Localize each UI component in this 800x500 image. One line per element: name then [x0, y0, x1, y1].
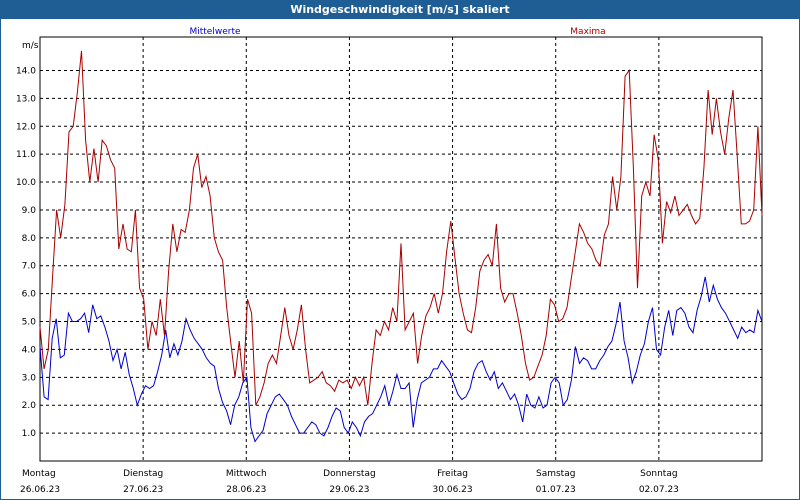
y-tick-label: 9.0	[22, 206, 37, 216]
x-date-label: 02.07.23	[639, 485, 679, 495]
x-day-label: Mittwoch	[226, 469, 267, 479]
x-day-label: Donnerstag	[323, 469, 376, 479]
legend-mittelwerte: Mittelwerte	[189, 27, 240, 37]
x-day-label: Sonntag	[640, 469, 677, 479]
legend-maxima: Maxima	[570, 27, 605, 37]
x-date-label: 01.07.23	[536, 485, 576, 495]
y-tick-label: 5.0	[22, 318, 37, 328]
y-tick-label: 2.0	[22, 401, 37, 411]
x-date-label: 28.06.23	[226, 485, 266, 495]
y-tick-label: 1.0	[22, 429, 37, 439]
grid	[40, 37, 762, 461]
x-day-label: Montag	[22, 469, 56, 479]
series-group	[39, 50, 763, 443]
x-day-label: Samstag	[536, 469, 575, 479]
x-date-label: 29.06.23	[329, 485, 369, 495]
y-axis-unit-label: m/s	[22, 41, 39, 51]
x-axis: Montag 26.06.23 Dienstag 27.06.23 Mittwoch 28…	[20, 469, 679, 495]
chart-title: Windgeschwindigkeit [m/s] skaliert	[1, 1, 799, 19]
y-axis: 1.0 2.0 3.0 4.0 5.0 6.0 7.0 8.0 9.0 10.0 11.0 12.0 1…	[16, 66, 36, 439]
x-day-label: Dienstag	[123, 469, 163, 479]
y-tick-label: 6.0	[22, 290, 37, 300]
y-tick-label: 12.0	[16, 122, 36, 132]
y-tick-label: 14.0	[16, 66, 36, 76]
y-tick-label: 10.0	[16, 178, 36, 188]
y-tick-label: 3.0	[22, 373, 37, 383]
y-tick-label: 8.0	[22, 234, 37, 244]
x-date-label: 27.06.23	[123, 485, 163, 495]
y-tick-label: 13.0	[16, 94, 36, 104]
x-day-label: Freitag	[437, 469, 468, 479]
y-tick-label: 11.0	[16, 150, 36, 160]
series-line-maxima	[39, 50, 763, 406]
plot-area-border	[39, 36, 763, 462]
series-line-mittelwerte	[39, 276, 763, 443]
y-tick-label: 7.0	[22, 262, 37, 272]
y-tick-label: 4.0	[22, 345, 37, 355]
x-date-label: 30.06.23	[433, 485, 473, 495]
x-date-label: 26.06.23	[20, 485, 60, 495]
